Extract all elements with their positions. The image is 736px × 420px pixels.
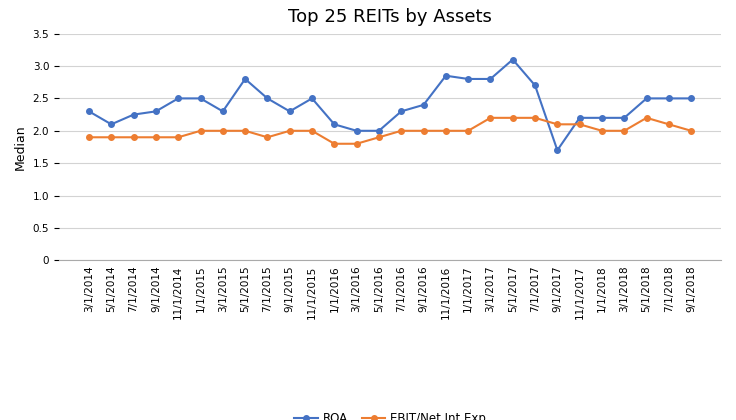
- EBIT/Net Int Exp: [397, 128, 406, 133]
- EBIT/Net Int Exp: [442, 128, 450, 133]
- ROA: [196, 96, 205, 101]
- EBIT/Net Int Exp: [464, 128, 473, 133]
- ROA: [219, 109, 227, 114]
- EBIT/Net Int Exp: [687, 128, 696, 133]
- EBIT/Net Int Exp: [509, 116, 517, 121]
- EBIT/Net Int Exp: [665, 122, 673, 127]
- EBIT/Net Int Exp: [419, 128, 428, 133]
- Line: ROA: ROA: [86, 57, 694, 153]
- EBIT/Net Int Exp: [308, 128, 316, 133]
- EBIT/Net Int Exp: [241, 128, 250, 133]
- EBIT/Net Int Exp: [196, 128, 205, 133]
- EBIT/Net Int Exp: [353, 141, 361, 146]
- EBIT/Net Int Exp: [263, 135, 272, 140]
- ROA: [598, 116, 606, 121]
- Y-axis label: Median: Median: [14, 124, 27, 170]
- ROA: [263, 96, 272, 101]
- Line: EBIT/Net Int Exp: EBIT/Net Int Exp: [86, 115, 694, 147]
- EBIT/Net Int Exp: [330, 141, 339, 146]
- ROA: [553, 148, 562, 153]
- EBIT/Net Int Exp: [107, 135, 116, 140]
- ROA: [665, 96, 673, 101]
- Title: Top 25 REITs by Assets: Top 25 REITs by Assets: [288, 8, 492, 26]
- EBIT/Net Int Exp: [642, 116, 651, 121]
- ROA: [85, 109, 93, 114]
- ROA: [419, 102, 428, 108]
- ROA: [152, 109, 160, 114]
- ROA: [375, 128, 383, 133]
- ROA: [353, 128, 361, 133]
- Legend: ROA, EBIT/Net Int Exp: ROA, EBIT/Net Int Exp: [289, 407, 491, 420]
- EBIT/Net Int Exp: [553, 122, 562, 127]
- EBIT/Net Int Exp: [598, 128, 606, 133]
- ROA: [308, 96, 316, 101]
- EBIT/Net Int Exp: [531, 116, 539, 121]
- ROA: [130, 112, 138, 117]
- ROA: [464, 76, 473, 81]
- ROA: [509, 57, 517, 62]
- EBIT/Net Int Exp: [620, 128, 629, 133]
- EBIT/Net Int Exp: [375, 135, 383, 140]
- ROA: [576, 116, 584, 121]
- EBIT/Net Int Exp: [219, 128, 227, 133]
- ROA: [107, 122, 116, 127]
- ROA: [286, 109, 294, 114]
- ROA: [174, 96, 183, 101]
- ROA: [642, 96, 651, 101]
- ROA: [531, 83, 539, 88]
- ROA: [397, 109, 406, 114]
- ROA: [330, 122, 339, 127]
- EBIT/Net Int Exp: [174, 135, 183, 140]
- ROA: [442, 73, 450, 78]
- EBIT/Net Int Exp: [576, 122, 584, 127]
- EBIT/Net Int Exp: [486, 116, 495, 121]
- EBIT/Net Int Exp: [286, 128, 294, 133]
- ROA: [620, 116, 629, 121]
- EBIT/Net Int Exp: [130, 135, 138, 140]
- EBIT/Net Int Exp: [152, 135, 160, 140]
- ROA: [241, 76, 250, 81]
- EBIT/Net Int Exp: [85, 135, 93, 140]
- ROA: [687, 96, 696, 101]
- ROA: [486, 76, 495, 81]
